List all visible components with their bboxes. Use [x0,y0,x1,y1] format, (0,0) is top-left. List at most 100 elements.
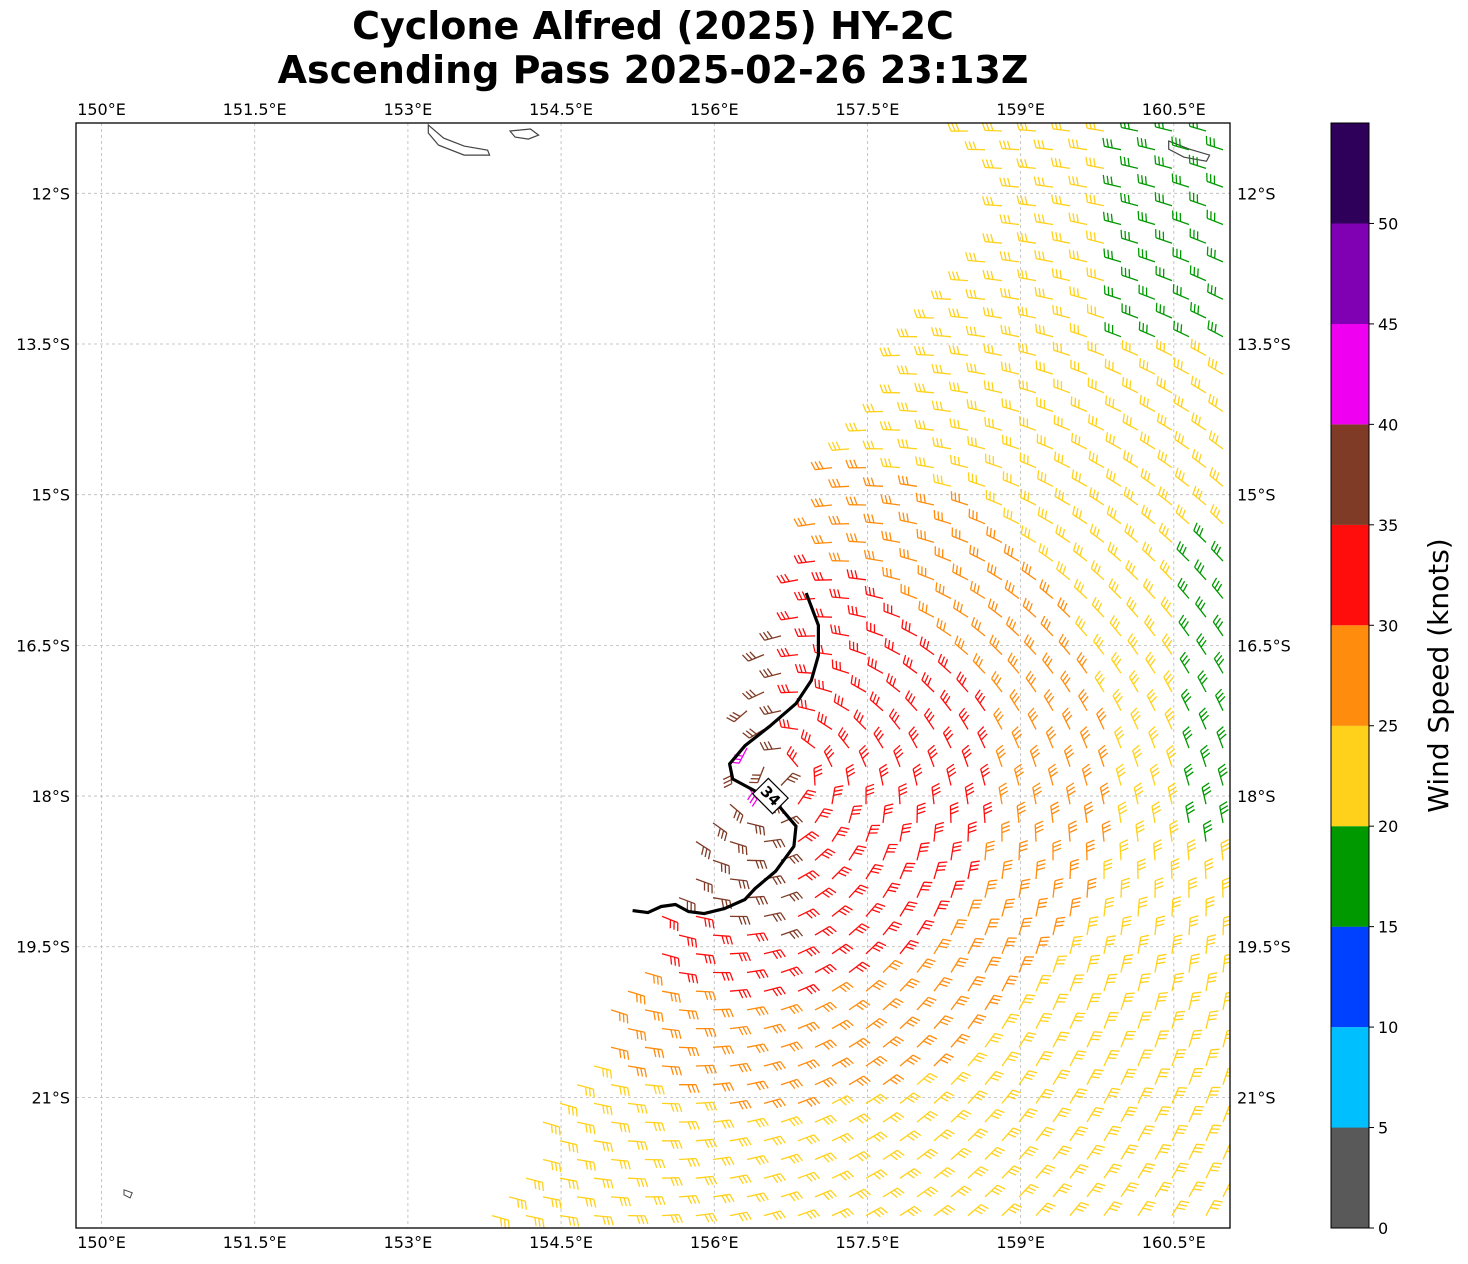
wind-barb-flag [674,1177,679,1186]
wind-barb-shaft [763,838,781,843]
wind-barb-flag [929,1072,938,1079]
wind-barb [899,939,919,955]
wind-barb-flag [729,1008,734,1018]
wind-barb-flag [755,1007,761,1016]
wind-barb [729,1025,752,1036]
wind-barb-flag [1210,285,1213,294]
wind-barb [1171,896,1182,917]
wind-barb [1137,1163,1156,1179]
wind-barb-flag [893,744,901,752]
wind-barb [1135,820,1145,842]
wind-barb [1072,542,1088,562]
wind-barb-flag [1074,1132,1084,1137]
wind-barb [882,843,898,861]
wind-barb-flag [1141,504,1146,514]
wind-barb-flag [1180,1200,1190,1204]
wind-barb [1188,876,1198,898]
wind-barb-flag [1091,1151,1101,1155]
wind-barb [1172,210,1190,226]
wind-barb-flag [1208,972,1218,976]
wind-barb [1078,688,1089,712]
wind-barb-flag [767,741,773,750]
wind-barb-flag [619,1123,623,1132]
wind-barb-shaft [814,1189,831,1198]
wind-barb-flag [904,328,909,337]
wind-barb-flag [915,492,919,502]
wind-barb-flag [863,1151,871,1158]
wind-barb-flag [1163,454,1168,463]
wind-barb-flag [847,1208,854,1216]
wind-barb-flag [1219,733,1227,741]
wind-barb-flag [983,801,992,807]
wind-barb-shaft [831,1208,848,1217]
wind-barb-shaft [1036,258,1054,263]
wind-barb [1018,1032,1037,1048]
wind-barb-shaft [593,1177,611,1181]
wind-barb [831,785,844,805]
wind-barb-shaft [950,278,969,282]
wind-barb [695,1175,718,1186]
x-tick-label-bottom: 160.5°E [1142,1233,1206,1252]
wind-barb-shaft [1135,824,1139,842]
wind-barb-shaft [1019,313,1037,319]
wind-barb-flag [1047,695,1055,704]
wind-barb-flag [1115,729,1123,737]
wind-barb-flag [977,1168,986,1174]
wind-barb-shaft [764,747,782,751]
wind-barb-flag [1001,398,1004,407]
wind-barb-shaft [1222,1181,1230,1198]
wind-barb-flag [1081,658,1088,667]
wind-barb-flag [1159,559,1165,568]
wind-barb-flag [1024,563,1029,573]
wind-barb [965,289,986,300]
wind-barb-flag [1035,360,1038,370]
wind-barb-flag [1196,123,1199,129]
wind-barb-flag [1125,559,1130,569]
wind-barb-flag [880,1131,888,1138]
wind-barb-shaft [832,596,850,600]
wind-barb-flag [962,714,970,723]
wind-barb-flag [969,868,979,871]
wind-barb [763,1098,786,1109]
wind-barb-flag [982,306,986,316]
wind-barb-shaft [985,388,1003,394]
wind-barb-flag [711,919,715,929]
wind-barb-flag [889,532,892,541]
wind-barb [576,1158,596,1171]
wind-barb-flag [605,1069,609,1078]
wind-barb-flag [792,1005,800,1013]
wind-barb-shaft [1138,255,1156,263]
wind-barb-shaft [814,887,830,899]
wind-barb-flag [1077,618,1083,627]
wind-barb-flag [1022,380,1025,390]
wind-barb [1000,324,1020,338]
wind-barb-shaft [968,333,986,338]
wind-barb-flag [1105,943,1115,946]
wind-barb-flag [1012,658,1018,667]
wind-barb-flag [1193,1188,1202,1191]
wind-barb-shaft [950,957,961,973]
wind-barb-flag [1072,213,1075,222]
wind-barb [1011,726,1022,749]
wind-barb-flag [1148,692,1156,700]
wind-barb [933,861,948,880]
wind-barb-flag [892,678,897,687]
wind-barb-shaft [1035,1202,1048,1217]
wind-barb [794,628,816,638]
wind-barb-shaft [1165,750,1173,768]
wind-barb [998,782,1009,805]
wind-barb-flag [874,660,877,670]
wind-barb [1037,506,1054,525]
wind-barb-flag [1089,194,1092,204]
wind-barb-shaft [712,1193,730,1198]
wind-barb-flag [825,927,834,935]
wind-barb [933,1167,955,1179]
wind-barb-flag [874,905,883,911]
wind-barb [950,1033,971,1048]
wind-barb-shaft [1142,549,1156,562]
wind-barb [1035,1050,1054,1067]
wind-barb-shaft [848,1151,865,1161]
wind-barb-flag [1148,726,1156,733]
wind-barb-flag [1163,1143,1172,1147]
wind-barb-flag [639,994,642,1004]
